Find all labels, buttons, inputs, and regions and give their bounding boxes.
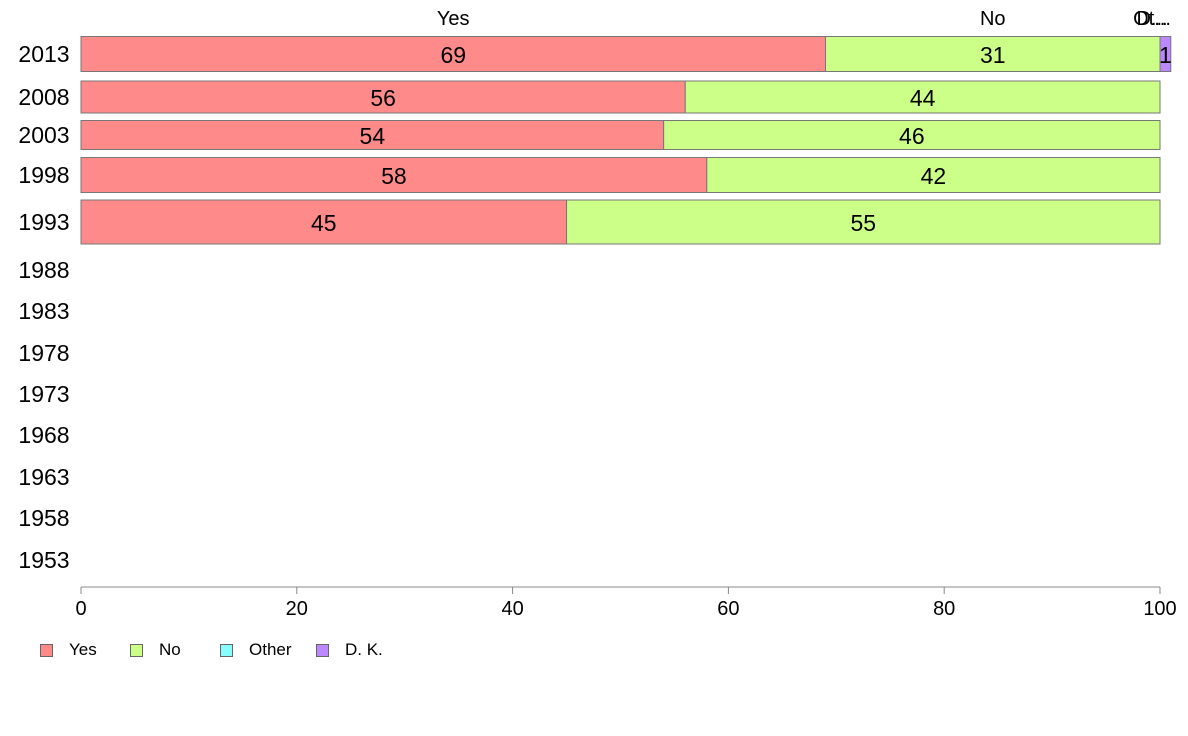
bar-2013-yes	[80, 36, 827, 72]
y-label-2003: 2003	[18, 122, 69, 148]
y-label-1993: 1993	[18, 209, 69, 235]
x-tick-label-100: 100	[1143, 598, 1176, 620]
top-label-3: D...	[1136, 8, 1167, 30]
x-tick-label-20: 20	[286, 598, 308, 620]
bar-1998-yes	[80, 157, 708, 193]
y-label-1968: 1968	[18, 422, 69, 448]
bar-2003-yes	[80, 120, 665, 150]
bar-2013-dk	[1159, 36, 1172, 72]
data-label-2003-no: 46	[899, 123, 925, 149]
y-label-1978: 1978	[18, 340, 69, 366]
legend-label-no: No	[159, 640, 181, 659]
top-label-2: Ot...	[1133, 8, 1171, 30]
data-label-2013-dk: 1	[1159, 42, 1172, 68]
bar-2008-no	[684, 80, 1161, 114]
top-label-0: Yes	[437, 8, 470, 30]
bar-2013-no	[825, 36, 1161, 72]
y-label-2013: 2013	[18, 41, 69, 67]
y-label-1988: 1988	[18, 257, 69, 283]
legend-swatch-other	[220, 643, 233, 657]
x-axis: 0 20 40 60 80 100	[75, 586, 1177, 620]
y-axis-labels: 2013 2008 2003 1998 1993 1988 1983 1978 1973 1968…	[18, 41, 69, 573]
data-label-1993-no: 55	[850, 210, 876, 236]
legend-label-other: Other	[249, 640, 292, 659]
y-label-1958: 1958	[18, 505, 69, 531]
bars-layer	[80, 36, 1172, 245]
legend-label-yes: Yes	[69, 640, 97, 659]
x-tick-label-0: 0	[75, 598, 86, 620]
y-label-1963: 1963	[18, 464, 69, 490]
top-label-1: No	[980, 8, 1006, 30]
data-label-2008-no: 44	[910, 85, 936, 111]
data-label-1993-yes: 45	[311, 210, 337, 236]
y-label-1998: 1998	[18, 162, 69, 188]
x-tick-label-60: 60	[717, 598, 739, 620]
legend-label-dk: D. K.	[345, 640, 383, 659]
legend-swatch-yes	[40, 643, 53, 657]
y-label-1953: 1953	[18, 547, 69, 573]
bar-1993-no	[566, 199, 1161, 245]
data-label-1998-no: 42	[921, 163, 947, 189]
y-label-2008: 2008	[18, 84, 69, 110]
y-label-1983: 1983	[18, 298, 69, 324]
x-tick-label-80: 80	[933, 598, 955, 620]
legend-item-no: No	[130, 640, 220, 660]
data-label-2013-no: 31	[980, 42, 1006, 68]
top-series-labels: Yes No Ot...D...	[437, 8, 1171, 30]
y-label-1973: 1973	[18, 381, 69, 407]
data-label-2013-yes: 69	[440, 42, 466, 68]
data-label-1998-yes: 58	[381, 163, 407, 189]
data-label-2003-yes: 54	[360, 123, 386, 149]
bar-1993-yes	[80, 199, 568, 245]
value-labels-layer: 69 31 1 56 44 54 46 58 42 45 55	[311, 42, 1172, 236]
bar-2003-no	[663, 120, 1161, 150]
bar-1998-no	[706, 157, 1161, 193]
legend-swatch-dk	[316, 643, 329, 657]
data-label-2008-yes: 56	[370, 85, 396, 111]
legend-item-dk: D. K.	[316, 640, 406, 660]
legend-item-other: Other	[220, 640, 316, 660]
legend-swatch-no	[130, 643, 143, 657]
legend: Yes No Other D. K.	[40, 640, 406, 660]
legend-item-yes: Yes	[40, 640, 130, 660]
x-tick-label-40: 40	[501, 598, 523, 620]
